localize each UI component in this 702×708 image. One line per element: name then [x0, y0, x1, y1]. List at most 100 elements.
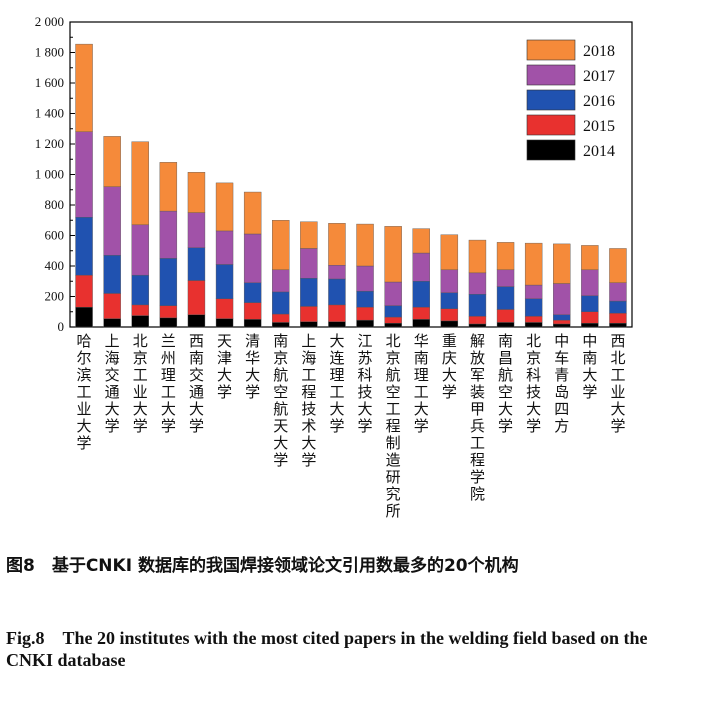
bar-segment-2016: [131, 274, 149, 306]
bar-segment-2014: [243, 319, 262, 328]
x-category-label: 华南理工大学: [414, 332, 429, 435]
bar-segment-2015: [300, 306, 318, 322]
x-category-label: 南昌航空大学: [498, 332, 513, 435]
bar-segment-2018: [440, 234, 459, 271]
bar-segment-2016: [356, 290, 374, 308]
bar-segment-2015: [328, 304, 346, 322]
bar-segment-2016: [215, 264, 234, 299]
bar-segment-2016: [581, 295, 599, 312]
bar-segment-2018: [581, 245, 599, 271]
bar-segment-2018: [215, 182, 234, 232]
legend-label-2016: 2016: [583, 93, 615, 110]
x-category-label: 江苏科技大学: [358, 332, 373, 435]
bar-segment-2018: [328, 223, 346, 266]
x-category-label: 中车青岛四方: [554, 332, 569, 435]
bar-segment-2016: [103, 255, 121, 294]
bar-segment-2015: [553, 319, 571, 325]
bar-segment-2018: [131, 141, 149, 226]
legend-swatch-2017: [526, 64, 576, 86]
bar-segment-2017: [131, 224, 149, 276]
bar-segment-2014: [215, 318, 234, 328]
x-category-label: 南京航空航天大学: [273, 332, 288, 469]
y-tick-label: 800: [45, 197, 65, 212]
bar-segment-2016: [243, 282, 262, 303]
legend-swatch-2015: [526, 114, 576, 136]
bar-segment-2018: [496, 242, 515, 271]
bar-segment-2014: [412, 319, 430, 328]
bar-segment-2014: [581, 322, 599, 328]
bar-segment-2016: [328, 278, 346, 306]
bar-segment-2014: [356, 319, 374, 328]
bar-segment-2017: [187, 212, 206, 248]
y-tick-label: 600: [45, 228, 65, 243]
bar-segment-2017: [243, 233, 262, 283]
bar-segment-2016: [272, 291, 290, 315]
bar-segment-2015: [356, 306, 374, 321]
bar-segment-2015: [131, 304, 149, 316]
bar-segment-2018: [384, 226, 402, 283]
x-category-label: 重庆大学: [442, 332, 457, 401]
bar-segment-2017: [272, 269, 290, 293]
bar-segment-2017: [440, 269, 459, 293]
bar-segment-2016: [187, 247, 206, 281]
bar-segment-2016: [609, 300, 627, 314]
bar-segment-2015: [187, 280, 206, 315]
bar-segment-2015: [581, 311, 599, 324]
bar-segment-2014: [609, 322, 627, 328]
bar-segment-2015: [468, 316, 487, 325]
y-tick-label: 400: [45, 258, 65, 273]
bar-segment-2015: [384, 316, 402, 324]
bar-segment-2015: [412, 306, 430, 320]
x-category-label: 哈尔滨工业大学: [77, 332, 92, 452]
bar-segment-2015: [215, 298, 234, 319]
bar-segment-2017: [609, 282, 627, 302]
bar-segment-2017: [581, 269, 599, 296]
bar-segment-2018: [553, 243, 571, 284]
bar-segment-2017: [103, 186, 121, 256]
legend-label-2017: 2017: [583, 68, 615, 85]
bar-segment-2014: [468, 323, 487, 328]
bar-segment-2016: [468, 294, 487, 317]
bar-segment-2015: [496, 309, 515, 323]
bar-segment-2014: [524, 322, 543, 328]
bar-segment-2017: [468, 272, 487, 295]
bar-segment-2018: [356, 223, 374, 267]
bar-segment-2015: [440, 308, 459, 322]
stacked-bar-chart: 0 200 400 600 800 1 000 1 200 1 400 1 600 1 800 2 …: [35, 14, 633, 520]
x-category-label: 北京科技大学: [526, 332, 541, 435]
bar-segment-2016: [75, 216, 93, 276]
y-tick-label: 2 000: [35, 14, 64, 29]
bar-segment-2017: [384, 281, 402, 306]
bar-segment-2014: [159, 317, 178, 328]
bar-segment-2016: [384, 305, 402, 318]
bar-segment-2016: [553, 314, 571, 321]
bar-segment-2018: [272, 220, 290, 271]
bar-segment-2014: [75, 306, 93, 328]
bar-segment-2016: [496, 286, 515, 310]
bar-segment-2018: [609, 248, 627, 283]
bar-segment-2015: [272, 313, 290, 323]
y-tick-label: 0: [58, 319, 65, 334]
legend-label-2015: 2015: [583, 118, 615, 135]
legend-swatch-2014: [526, 139, 576, 161]
x-category-label: 清华大学: [245, 332, 260, 401]
bar-segment-2018: [524, 242, 543, 286]
legend-label-2018: 2018: [583, 43, 615, 60]
bar-segment-2017: [496, 269, 515, 287]
bar-segment-2015: [159, 305, 178, 319]
bar-segment-2018: [75, 43, 93, 132]
x-category-label: 上海工程技术大学: [301, 332, 316, 469]
bar-segment-2016: [159, 258, 178, 306]
bar-segment-2014: [328, 321, 346, 328]
bar-segment-2015: [75, 274, 93, 308]
bar-segment-2018: [243, 191, 262, 235]
bar-segment-2014: [131, 315, 149, 328]
bar-segment-2017: [553, 283, 571, 316]
bar-segment-2017: [300, 248, 318, 279]
bar-segment-2014: [440, 320, 459, 328]
chart-axes: 0 200 400 600 800 1 000 1 200 1 400 1 600 1 800 2 …: [35, 14, 633, 334]
bar-segment-2017: [159, 210, 178, 259]
bar-segment-2016: [300, 278, 318, 307]
bar-segment-2018: [103, 136, 121, 187]
legend-label-2014: 2014: [583, 143, 615, 160]
